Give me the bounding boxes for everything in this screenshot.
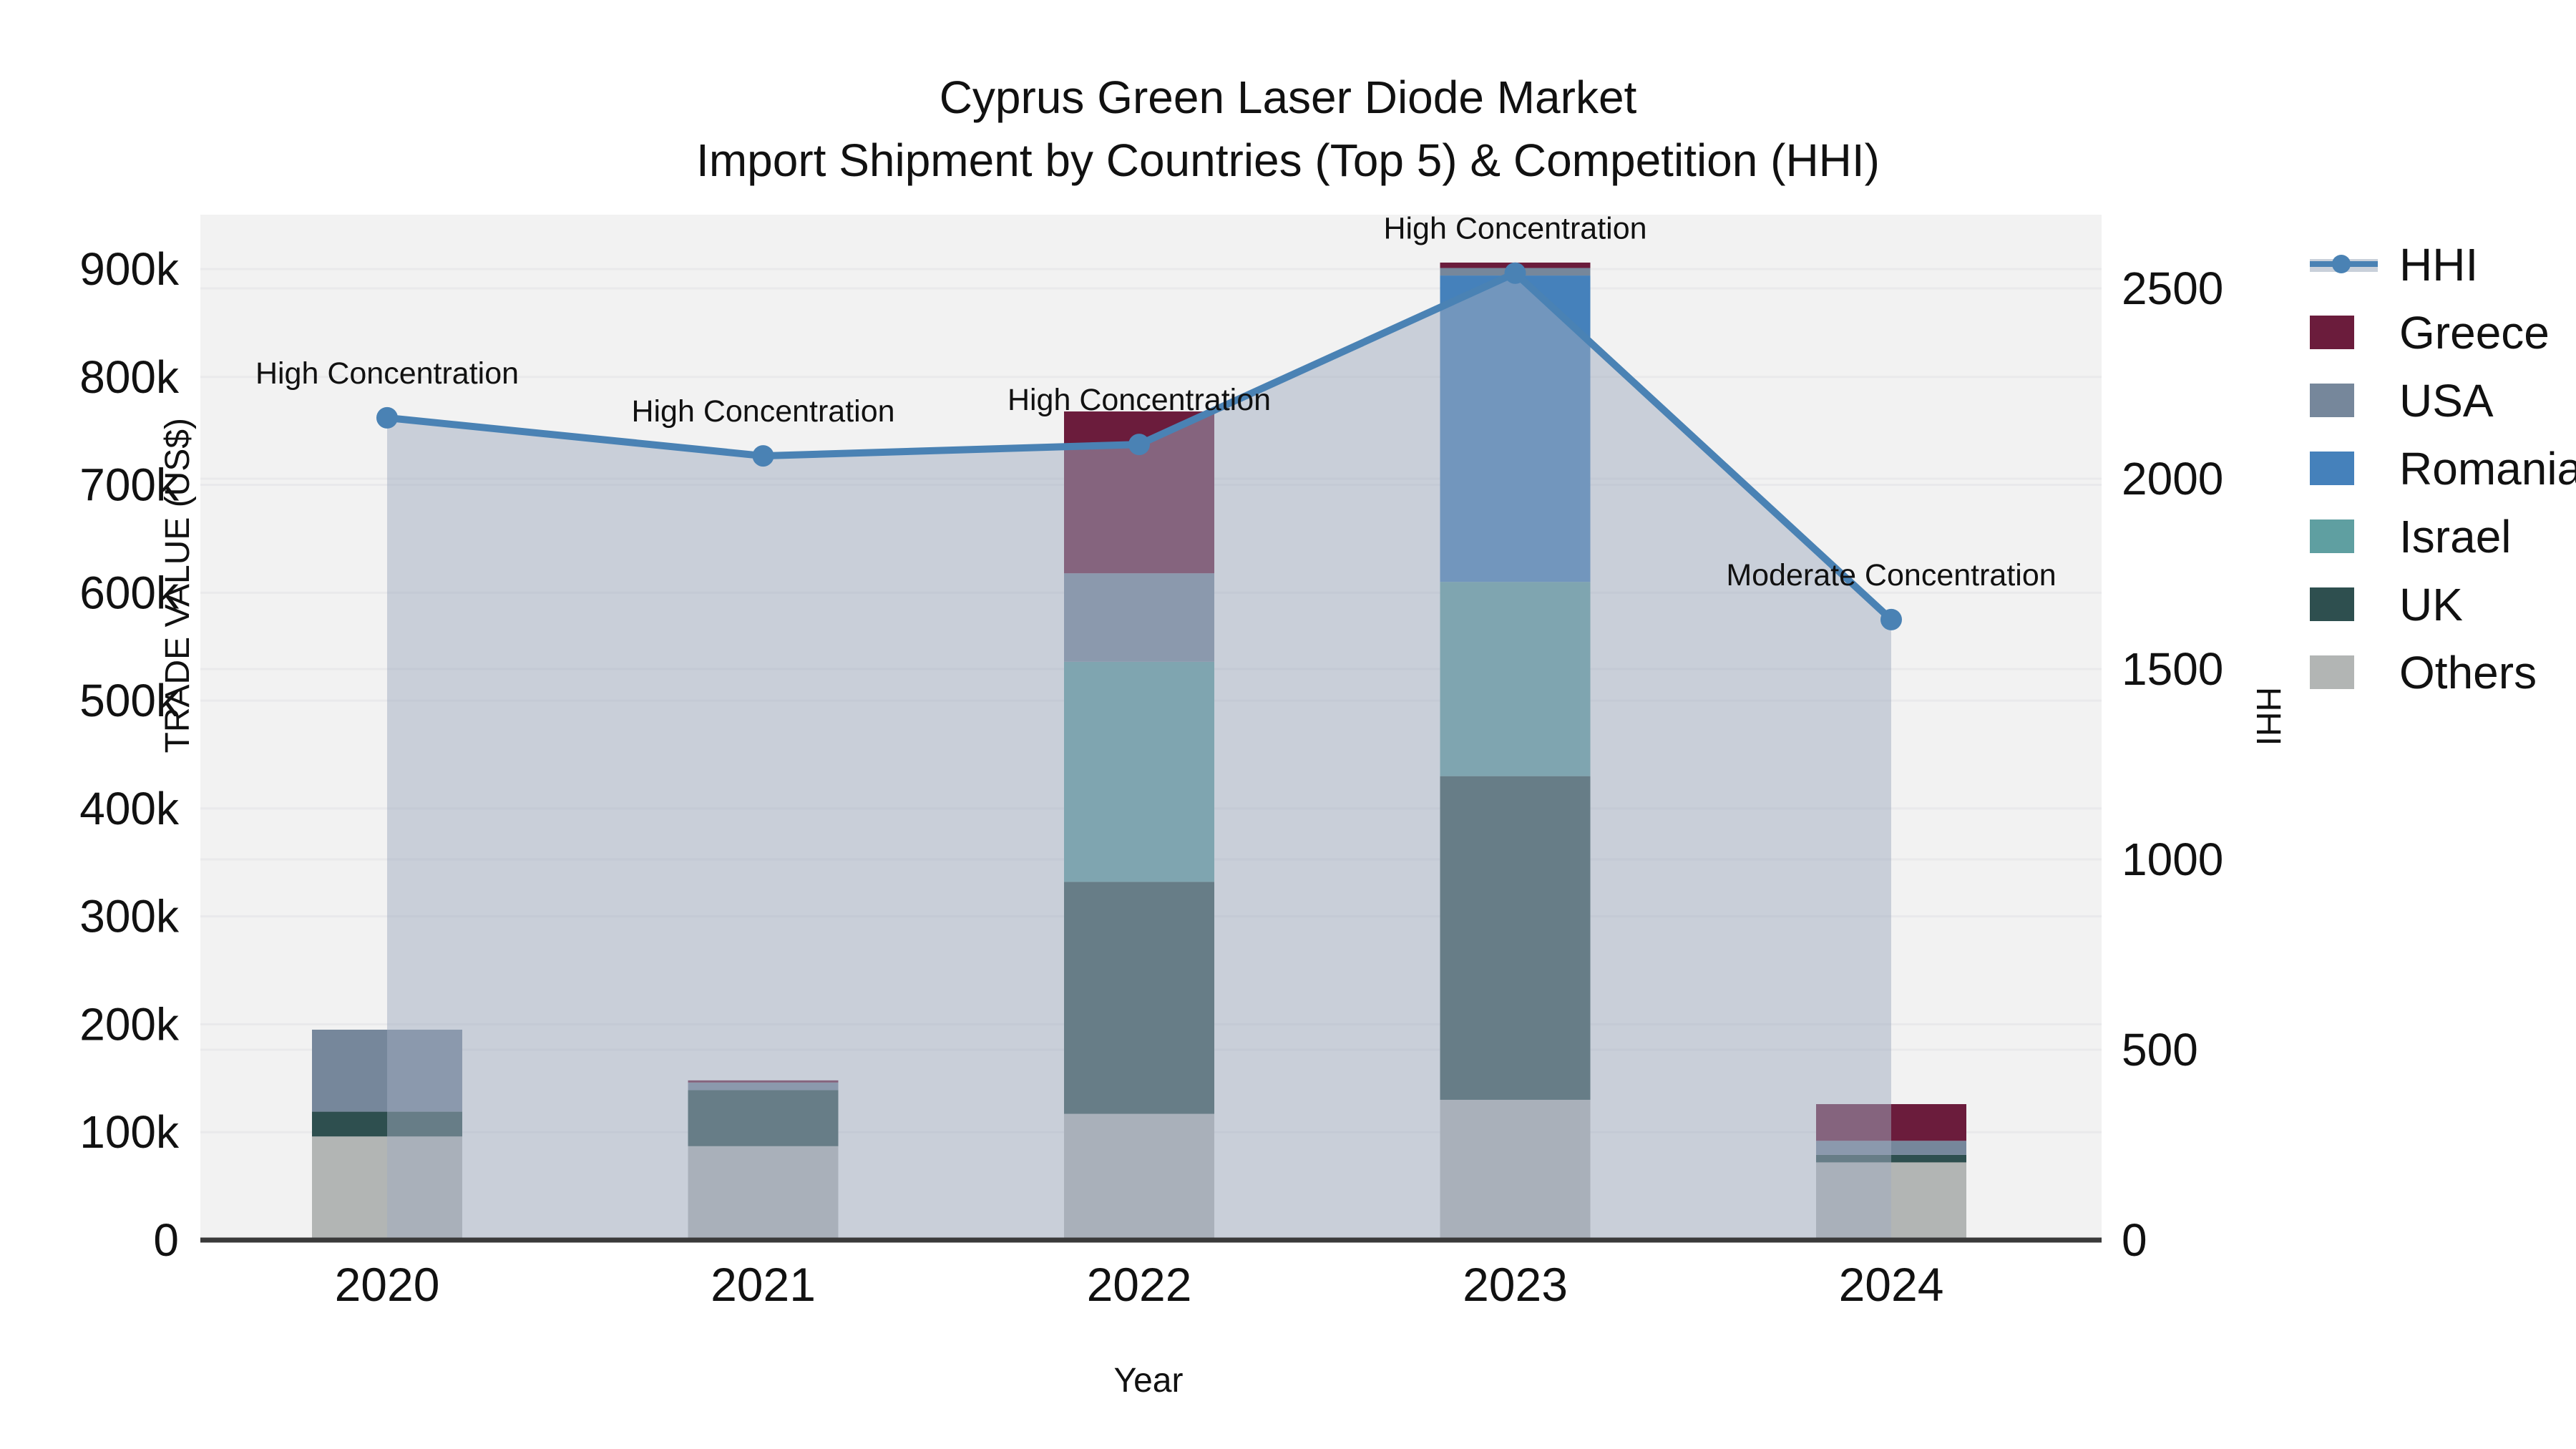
x-tick-labels: 2020 2021 2022 2023 2024 xyxy=(335,1258,1944,1311)
svg-text:0: 0 xyxy=(153,1214,179,1266)
legend-color-box xyxy=(2310,384,2354,417)
svg-text:2021: 2021 xyxy=(711,1258,816,1311)
y-left-tick-labels: 0 100k 200k 300k 400k 500k 600k 700k 800k 900k xyxy=(79,243,180,1266)
legend-item-greece: Greece xyxy=(2310,298,2576,366)
svg-text:200k: 200k xyxy=(79,998,180,1050)
annotation-2024: Moderate Concentration xyxy=(1726,558,2056,592)
hhi-marker-2023 xyxy=(1504,262,1526,284)
legend-item-hhi: HHI xyxy=(2310,230,2576,298)
legend-label: HHI xyxy=(2399,238,2479,291)
svg-text:100k: 100k xyxy=(79,1106,180,1158)
legend-item-israel: Israel xyxy=(2310,502,2576,570)
legend-swatch-greece xyxy=(2310,316,2378,349)
svg-text:800k: 800k xyxy=(79,351,180,403)
hhi-marker-2020 xyxy=(376,406,398,429)
chart-title-line1: Cyprus Green Laser Diode Market xyxy=(939,72,1637,123)
legend-swatch-uk xyxy=(2310,587,2378,621)
hhi-marker-2022 xyxy=(1128,434,1150,456)
legend-color-box xyxy=(2310,316,2354,349)
legend-swatch-romania xyxy=(2310,452,2378,485)
legend-label: Greece xyxy=(2399,306,2550,358)
annotation-2023: High Concentration xyxy=(1383,212,1646,246)
x-axis-title: Year xyxy=(1113,1362,1184,1400)
legend-color-box xyxy=(2310,655,2354,689)
svg-text:2500: 2500 xyxy=(2122,263,2223,314)
hhi-area-fill xyxy=(387,273,1891,1241)
svg-text:400k: 400k xyxy=(79,783,180,834)
legend-swatch-hhi xyxy=(2310,249,2378,280)
svg-text:2020: 2020 xyxy=(335,1258,440,1311)
legend-item-others: Others xyxy=(2310,638,2576,706)
y-right-tick-labels: 0 500 1000 1500 2000 2500 xyxy=(2122,263,2223,1266)
legend-label: USA xyxy=(2399,374,2494,426)
legend-label: Romania xyxy=(2399,442,2576,494)
legend-color-box xyxy=(2310,519,2354,553)
legend-color-box xyxy=(2310,452,2354,485)
svg-text:500k: 500k xyxy=(79,675,180,726)
svg-text:1500: 1500 xyxy=(2122,643,2223,695)
chart-title-line2: Import Shipment by Countries (Top 5) & C… xyxy=(696,135,1880,186)
annotation-2022: High Concentration xyxy=(1008,383,1271,417)
svg-text:600k: 600k xyxy=(79,567,180,618)
svg-text:2000: 2000 xyxy=(2122,453,2223,504)
svg-text:500: 500 xyxy=(2122,1024,2198,1075)
legend-swatch-others xyxy=(2310,655,2378,689)
legend-swatch-usa xyxy=(2310,384,2378,417)
hhi-line-sample-icon xyxy=(2310,254,2378,273)
svg-text:2024: 2024 xyxy=(1839,1258,1944,1311)
hhi-marker-2021 xyxy=(752,445,774,467)
legend-item-usa: USA xyxy=(2310,366,2576,434)
svg-text:1000: 1000 xyxy=(2122,834,2223,885)
hhi-marker-2024 xyxy=(1880,608,1902,630)
legend-color-box xyxy=(2310,587,2354,621)
legend: HHI Greece USA Romania Israel UK Others xyxy=(2310,230,2576,706)
legend-swatch-israel xyxy=(2310,519,2378,553)
legend-label: Others xyxy=(2399,646,2537,698)
annotation-2021: High Concentration xyxy=(631,394,894,429)
svg-text:900k: 900k xyxy=(79,243,180,295)
svg-text:0: 0 xyxy=(2122,1214,2147,1266)
svg-text:700k: 700k xyxy=(79,459,180,511)
legend-item-romania: Romania xyxy=(2310,434,2576,502)
legend-label: Israel xyxy=(2399,510,2512,562)
legend-label: UK xyxy=(2399,578,2463,630)
svg-text:2022: 2022 xyxy=(1087,1258,1192,1311)
svg-text:2023: 2023 xyxy=(1463,1258,1568,1311)
svg-text:300k: 300k xyxy=(79,891,180,942)
legend-item-uk: UK xyxy=(2310,570,2576,638)
annotation-2020: High Concentration xyxy=(255,356,519,391)
